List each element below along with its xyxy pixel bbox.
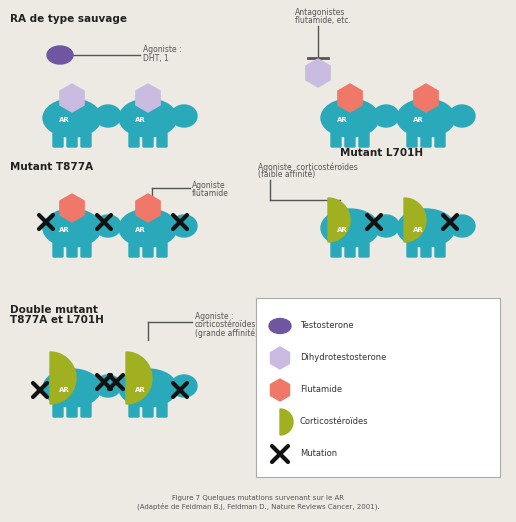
Text: (grande affinité): (grande affinité) [195, 328, 258, 338]
FancyBboxPatch shape [331, 133, 341, 147]
Text: Mutant L701H: Mutant L701H [340, 148, 423, 158]
Text: Mutant T877A: Mutant T877A [10, 162, 93, 172]
Polygon shape [136, 84, 160, 112]
FancyBboxPatch shape [157, 133, 167, 147]
Text: Agoniste: Agoniste [192, 182, 225, 191]
FancyBboxPatch shape [129, 133, 139, 147]
FancyBboxPatch shape [345, 133, 355, 147]
Ellipse shape [47, 46, 73, 64]
Polygon shape [404, 198, 426, 242]
FancyBboxPatch shape [143, 403, 153, 417]
Text: AR: AR [135, 227, 146, 233]
Polygon shape [60, 194, 84, 222]
Ellipse shape [449, 215, 475, 237]
Ellipse shape [119, 209, 177, 247]
Text: Agoniste  corticostéroïdes: Agoniste corticostéroïdes [258, 162, 358, 172]
Ellipse shape [171, 375, 197, 397]
FancyBboxPatch shape [129, 243, 139, 257]
Text: Agoniste :: Agoniste : [195, 312, 234, 321]
Text: AR: AR [413, 227, 423, 233]
Polygon shape [50, 352, 76, 404]
Text: AR: AR [135, 117, 146, 123]
Ellipse shape [373, 105, 399, 127]
Text: corticostéroïdes: corticostéroïdes [195, 320, 256, 329]
Text: Antagonistes: Antagonistes [295, 8, 345, 17]
Text: Flutamide: Flutamide [300, 386, 342, 395]
Text: Double mutant: Double mutant [10, 305, 98, 315]
Ellipse shape [119, 99, 177, 137]
Text: Corticostéroïdes: Corticostéroïdes [300, 418, 368, 426]
Text: Dihydrotestosterone: Dihydrotestosterone [300, 353, 386, 362]
Polygon shape [126, 352, 152, 404]
Text: AR: AR [135, 387, 146, 393]
Text: AR: AR [413, 117, 423, 123]
Ellipse shape [43, 369, 101, 407]
Ellipse shape [43, 209, 101, 247]
Ellipse shape [449, 105, 475, 127]
FancyBboxPatch shape [359, 133, 369, 147]
FancyBboxPatch shape [53, 243, 63, 257]
FancyBboxPatch shape [331, 243, 341, 257]
Polygon shape [280, 409, 293, 435]
Text: AR: AR [59, 227, 69, 233]
FancyBboxPatch shape [81, 243, 91, 257]
Ellipse shape [95, 215, 121, 237]
Text: Mutation: Mutation [300, 449, 337, 458]
Ellipse shape [43, 99, 101, 137]
Polygon shape [60, 84, 84, 112]
FancyBboxPatch shape [143, 133, 153, 147]
Text: DHT, 1: DHT, 1 [143, 53, 169, 63]
Ellipse shape [95, 105, 121, 127]
FancyBboxPatch shape [435, 243, 445, 257]
FancyBboxPatch shape [435, 133, 445, 147]
Text: flutamide: flutamide [192, 189, 229, 198]
Ellipse shape [119, 369, 177, 407]
Text: T877A et L701H: T877A et L701H [10, 315, 104, 325]
Text: AR: AR [336, 117, 347, 123]
FancyBboxPatch shape [407, 243, 417, 257]
FancyBboxPatch shape [81, 403, 91, 417]
FancyBboxPatch shape [359, 243, 369, 257]
FancyBboxPatch shape [345, 243, 355, 257]
Polygon shape [136, 194, 160, 222]
Ellipse shape [397, 209, 455, 247]
Polygon shape [414, 84, 438, 112]
Ellipse shape [321, 99, 379, 137]
Polygon shape [306, 59, 330, 87]
Text: Agoniste :: Agoniste : [143, 45, 182, 54]
Polygon shape [338, 84, 362, 112]
FancyBboxPatch shape [157, 403, 167, 417]
FancyBboxPatch shape [67, 243, 77, 257]
Text: AR: AR [59, 387, 69, 393]
Text: AR: AR [59, 117, 69, 123]
Text: Testosterone: Testosterone [300, 322, 353, 330]
FancyBboxPatch shape [67, 403, 77, 417]
Ellipse shape [171, 105, 197, 127]
FancyBboxPatch shape [421, 243, 431, 257]
FancyBboxPatch shape [256, 298, 500, 477]
Ellipse shape [95, 375, 121, 397]
FancyBboxPatch shape [67, 133, 77, 147]
Text: AR: AR [336, 227, 347, 233]
FancyBboxPatch shape [81, 133, 91, 147]
Text: (faible affinité): (faible affinité) [258, 170, 315, 179]
FancyBboxPatch shape [143, 243, 153, 257]
Text: Figure 7 Quelques mutations survenant sur le AR
(Adaptée de Feidman B.J, Feldman: Figure 7 Quelques mutations survenant su… [137, 495, 379, 510]
Ellipse shape [321, 209, 379, 247]
Text: RA de type sauvage: RA de type sauvage [10, 14, 127, 24]
Ellipse shape [269, 318, 291, 334]
Ellipse shape [373, 215, 399, 237]
Ellipse shape [397, 99, 455, 137]
FancyBboxPatch shape [407, 133, 417, 147]
FancyBboxPatch shape [157, 243, 167, 257]
Ellipse shape [171, 215, 197, 237]
FancyBboxPatch shape [53, 403, 63, 417]
FancyBboxPatch shape [421, 133, 431, 147]
Polygon shape [328, 198, 350, 242]
Text: flutamide, etc.: flutamide, etc. [295, 16, 351, 25]
FancyBboxPatch shape [53, 133, 63, 147]
Polygon shape [270, 347, 289, 369]
Polygon shape [270, 379, 289, 401]
FancyBboxPatch shape [129, 403, 139, 417]
